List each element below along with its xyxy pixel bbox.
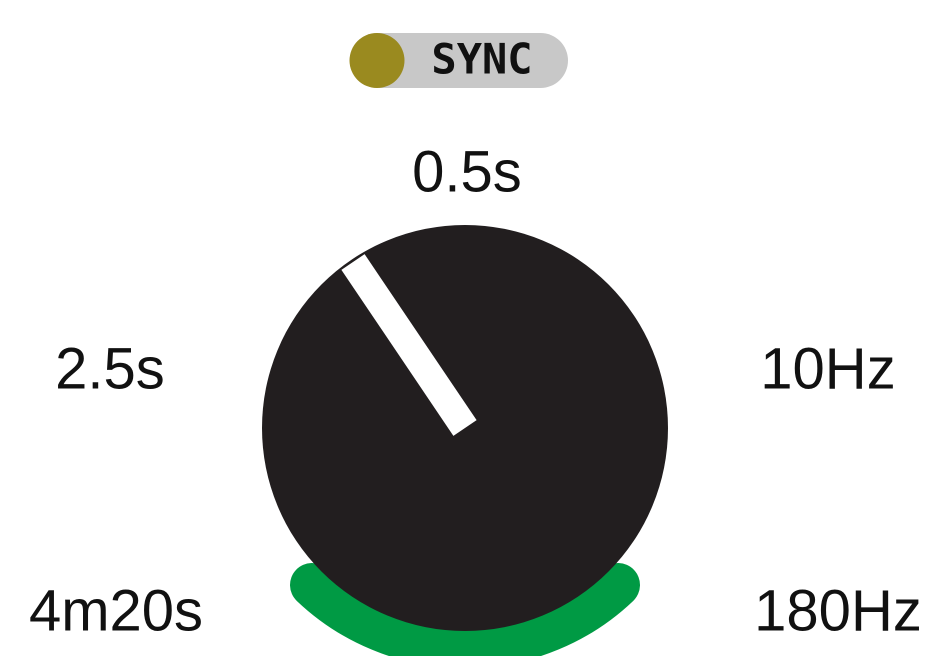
sync-indicator <box>349 33 405 88</box>
knob-label-top: 0.5s <box>412 139 522 204</box>
sync-toggle[interactable]: SYNC <box>349 33 569 88</box>
knob-pointer <box>341 254 477 436</box>
sync-track <box>350 33 568 88</box>
knob-range-arc <box>290 563 640 656</box>
knob-label-bottom-right: 180Hz <box>754 578 922 643</box>
sync-label: SYNC <box>431 35 532 84</box>
knob[interactable] <box>262 225 668 656</box>
knob-label-bottom-left: 4m20s <box>29 578 203 643</box>
knob-label-left: 2.5s <box>55 336 165 401</box>
knob-label-right: 10Hz <box>760 336 895 401</box>
